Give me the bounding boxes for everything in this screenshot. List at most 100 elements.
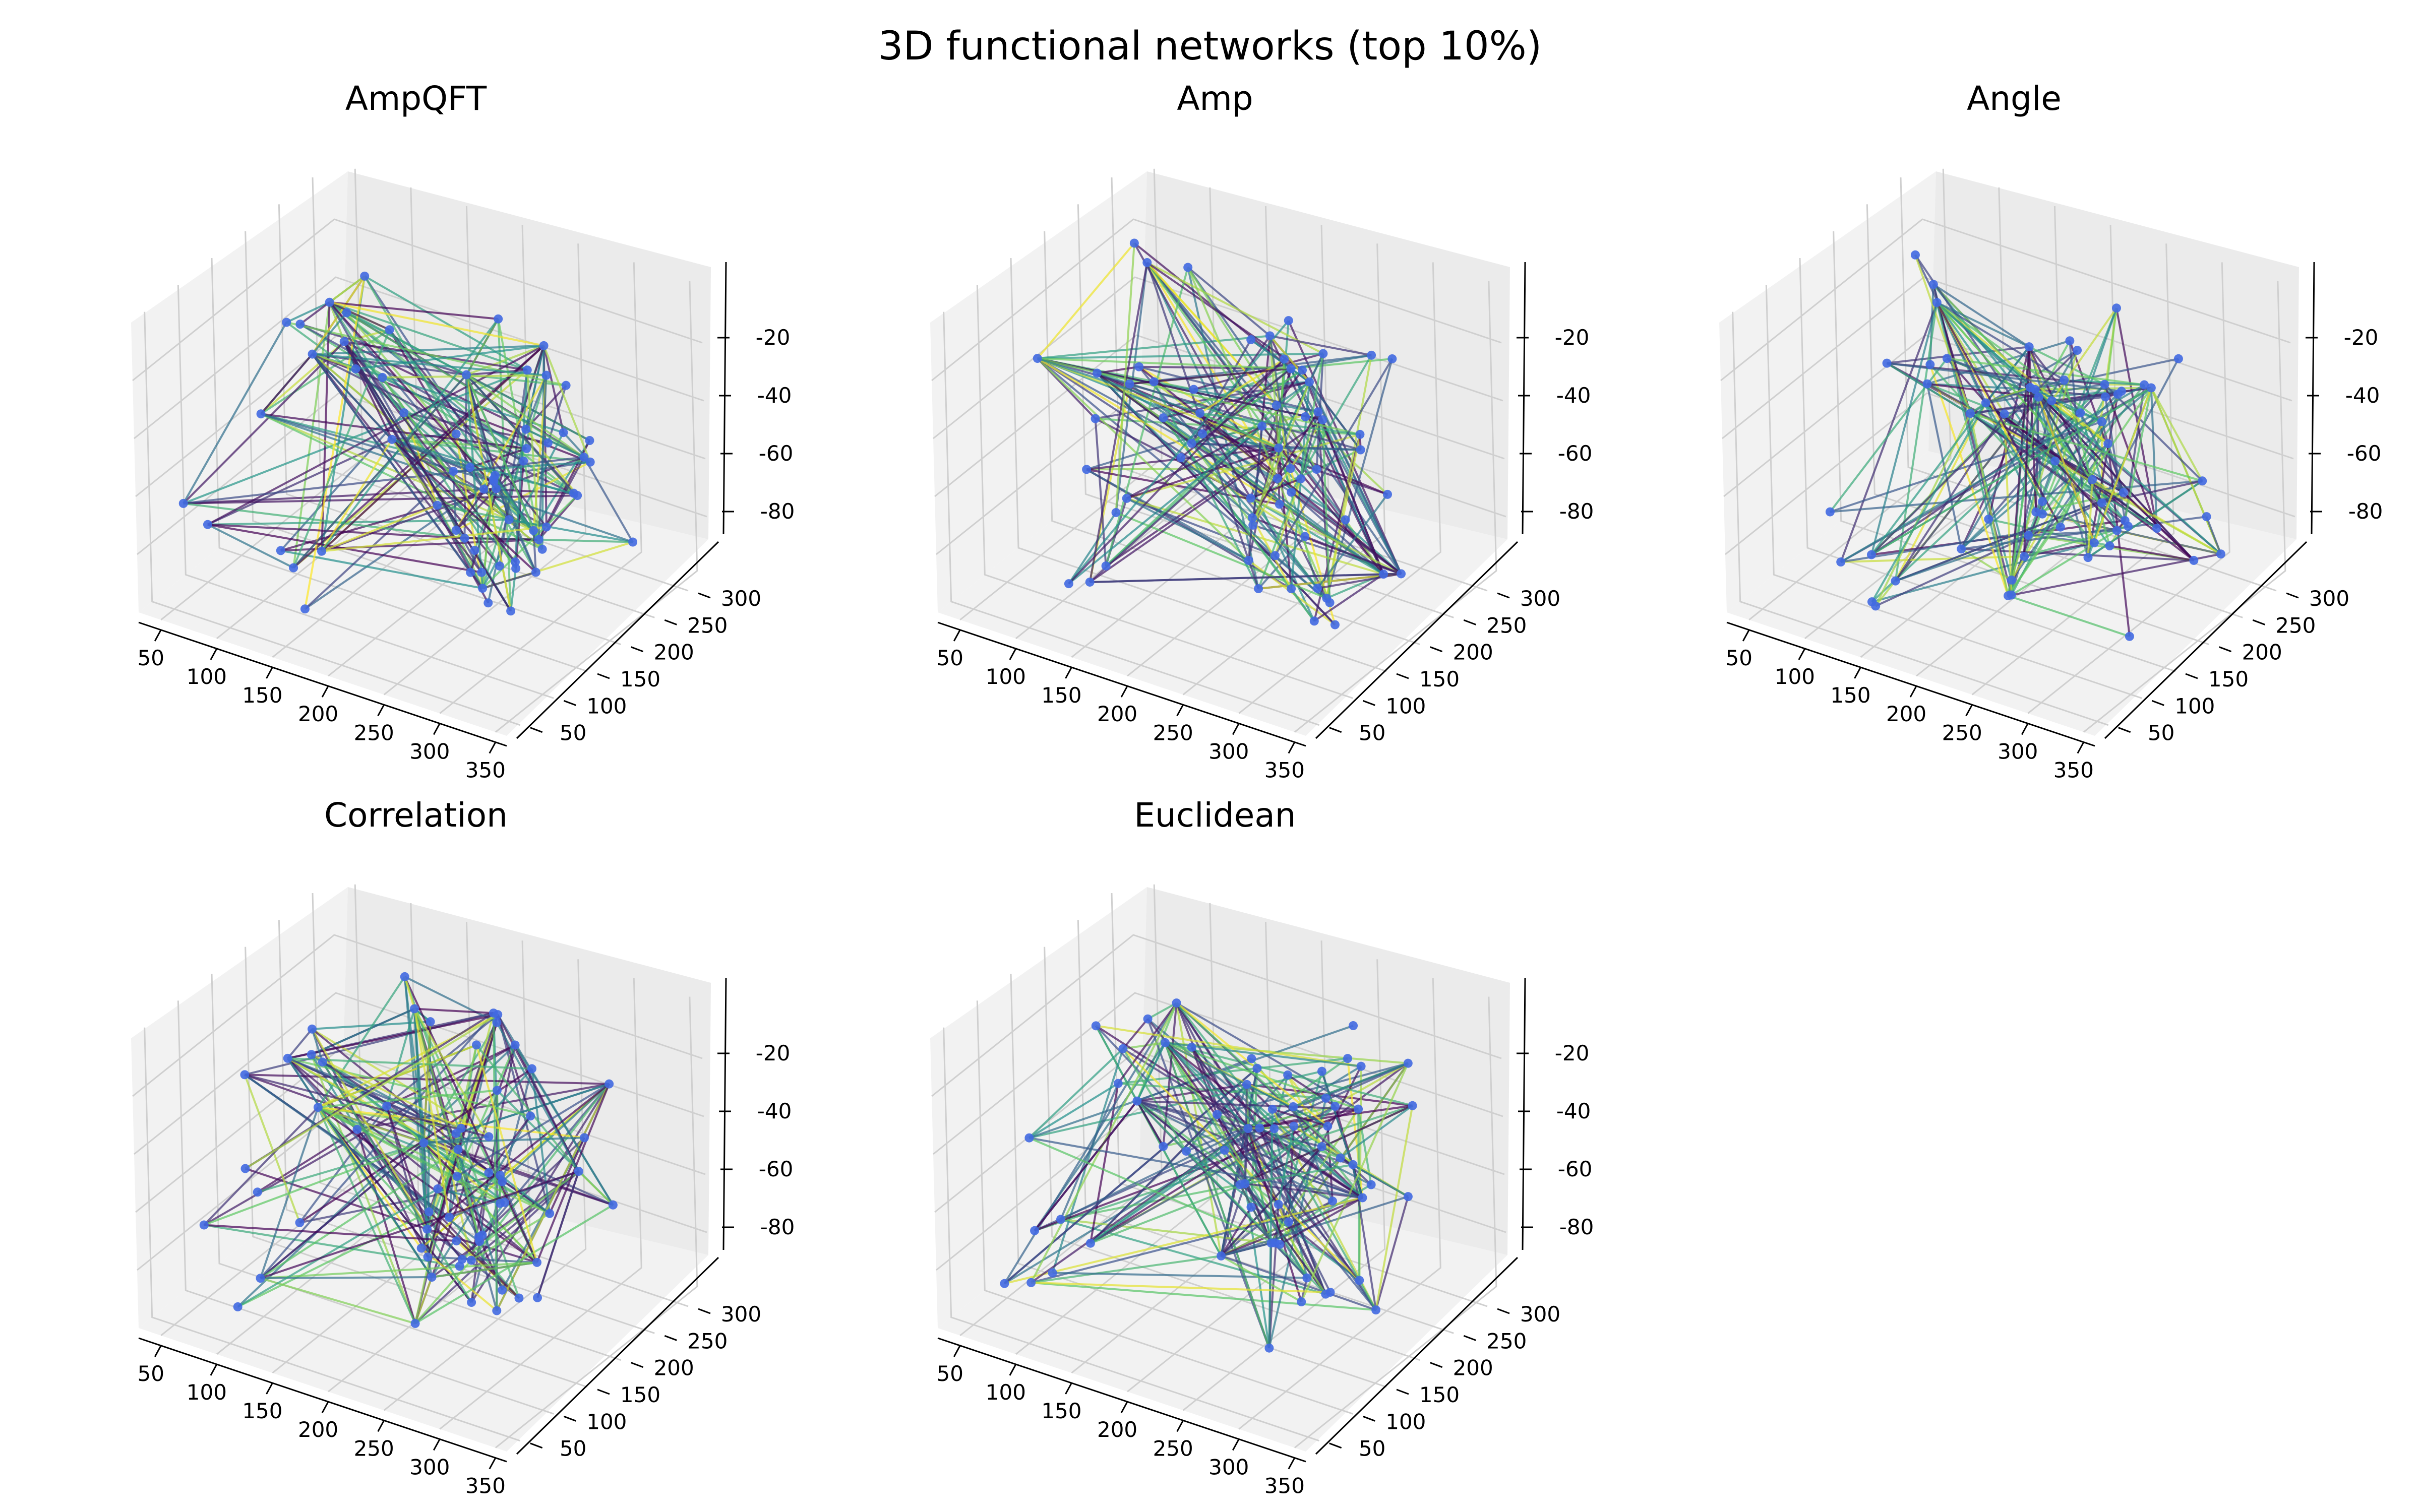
- y-grid-line: [144, 311, 521, 726]
- network-node: [541, 370, 551, 380]
- x-tick-label: 300: [1998, 739, 2038, 764]
- network-node: [416, 1243, 426, 1253]
- network-node: [1287, 584, 1296, 594]
- network-edge: [328, 301, 501, 567]
- network-edge: [1037, 357, 1279, 449]
- network-edge: [1028, 1082, 1119, 1139]
- network-edge: [532, 530, 537, 573]
- network-edge: [2007, 387, 2152, 597]
- network-edge: [2101, 480, 2203, 504]
- x-grid-line: [1294, 996, 1497, 1448]
- network-node: [1195, 408, 1205, 418]
- network-edge: [481, 494, 578, 589]
- x-grid-line: [2027, 262, 2230, 714]
- z-tick-label: -20: [756, 1041, 791, 1065]
- network-edge: [260, 1142, 425, 1279]
- network-edge: [1164, 1042, 1260, 1129]
- network-edge: [1147, 1002, 1177, 1020]
- network-node: [1172, 998, 1181, 1008]
- y-tick-label: 250: [2275, 613, 2316, 638]
- network-node: [489, 1009, 498, 1018]
- x-tick-label: 350: [1264, 758, 1305, 783]
- network-edge: [496, 1083, 610, 1311]
- network-edge: [1051, 1048, 1124, 1274]
- network-edge: [413, 1008, 490, 1138]
- network-edge: [1089, 1083, 1119, 1244]
- network-edge: [426, 1083, 610, 1230]
- y-tick: [597, 673, 610, 679]
- network-edge: [413, 1009, 431, 1212]
- network-node: [477, 1230, 487, 1240]
- network-edge: [1970, 396, 2106, 415]
- network-edge: [2054, 460, 2118, 531]
- network-node: [1159, 413, 1168, 423]
- network-edge: [1221, 1255, 1376, 1311]
- x-tick: [2021, 723, 2029, 735]
- x-grid-line: [328, 940, 531, 1393]
- y-grid-line: [1111, 893, 1488, 1307]
- network-edge: [1308, 381, 1362, 451]
- z-axis-line: [722, 977, 727, 1250]
- z-tick-label: -40: [757, 1099, 792, 1123]
- network-node: [1348, 1160, 1358, 1169]
- x-grid-line: [1127, 225, 1330, 677]
- network-node: [400, 972, 409, 981]
- y-tick-label: 200: [1453, 1356, 1493, 1380]
- network-node: [313, 1103, 323, 1112]
- y-tick: [1497, 1308, 1510, 1314]
- y-grid-line: [245, 231, 622, 646]
- x-tick: [377, 704, 385, 717]
- network-edge: [312, 353, 393, 440]
- network-edge: [321, 504, 438, 552]
- network-edge: [1146, 262, 1259, 589]
- network-edge: [237, 1211, 430, 1308]
- network-node: [532, 1257, 542, 1267]
- network-edge: [457, 1149, 503, 1291]
- network-edge: [1840, 384, 2145, 563]
- network-edge: [204, 1224, 457, 1242]
- network-edge: [1313, 573, 1384, 622]
- network-edge: [287, 1028, 313, 1059]
- y-tick-label: 100: [1385, 1409, 1426, 1434]
- network-node: [1246, 1203, 1256, 1212]
- z-tick-label: -60: [2347, 441, 2382, 466]
- network-node: [1176, 453, 1186, 462]
- network-edge: [1146, 1019, 1270, 1349]
- network-node: [541, 522, 551, 532]
- network-node: [1387, 354, 1397, 363]
- network-node: [495, 1199, 505, 1208]
- x-tick-label: 300: [1208, 1455, 1249, 1479]
- network-node: [1296, 474, 1306, 483]
- network-edge: [1375, 1105, 1414, 1310]
- network-edge: [466, 373, 585, 458]
- network-edge: [1316, 493, 1388, 589]
- network-edge: [1269, 335, 1384, 575]
- y-tick: [563, 1415, 576, 1422]
- network-node: [1243, 1124, 1253, 1133]
- y-tick-label: 300: [2309, 586, 2349, 611]
- network-edge: [1095, 1025, 1138, 1102]
- network-edge: [1090, 573, 1402, 583]
- network-node: [360, 271, 370, 281]
- network-nodes: [1033, 238, 1406, 629]
- y-tick: [631, 646, 644, 653]
- network-edge: [1126, 433, 1361, 499]
- x-tick-label: 50: [937, 1361, 963, 1386]
- network-node: [456, 1123, 466, 1133]
- network-node: [531, 568, 540, 577]
- network-edge: [1250, 497, 1402, 575]
- y-tick: [597, 1389, 610, 1395]
- network-node: [453, 1145, 463, 1154]
- y-axis-line: [1315, 541, 1519, 739]
- network-node: [240, 1070, 250, 1080]
- x-tick-label: 300: [1208, 739, 1249, 764]
- network-node: [2100, 392, 2110, 402]
- network-edge: [329, 275, 366, 303]
- network-node: [1129, 238, 1139, 248]
- y-grid-line: [1010, 973, 1387, 1388]
- network-edge: [386, 1106, 429, 1230]
- network-node: [511, 563, 521, 573]
- network-node: [1313, 584, 1322, 593]
- x-tick-label: 150: [242, 683, 282, 708]
- network-edge: [203, 1106, 319, 1226]
